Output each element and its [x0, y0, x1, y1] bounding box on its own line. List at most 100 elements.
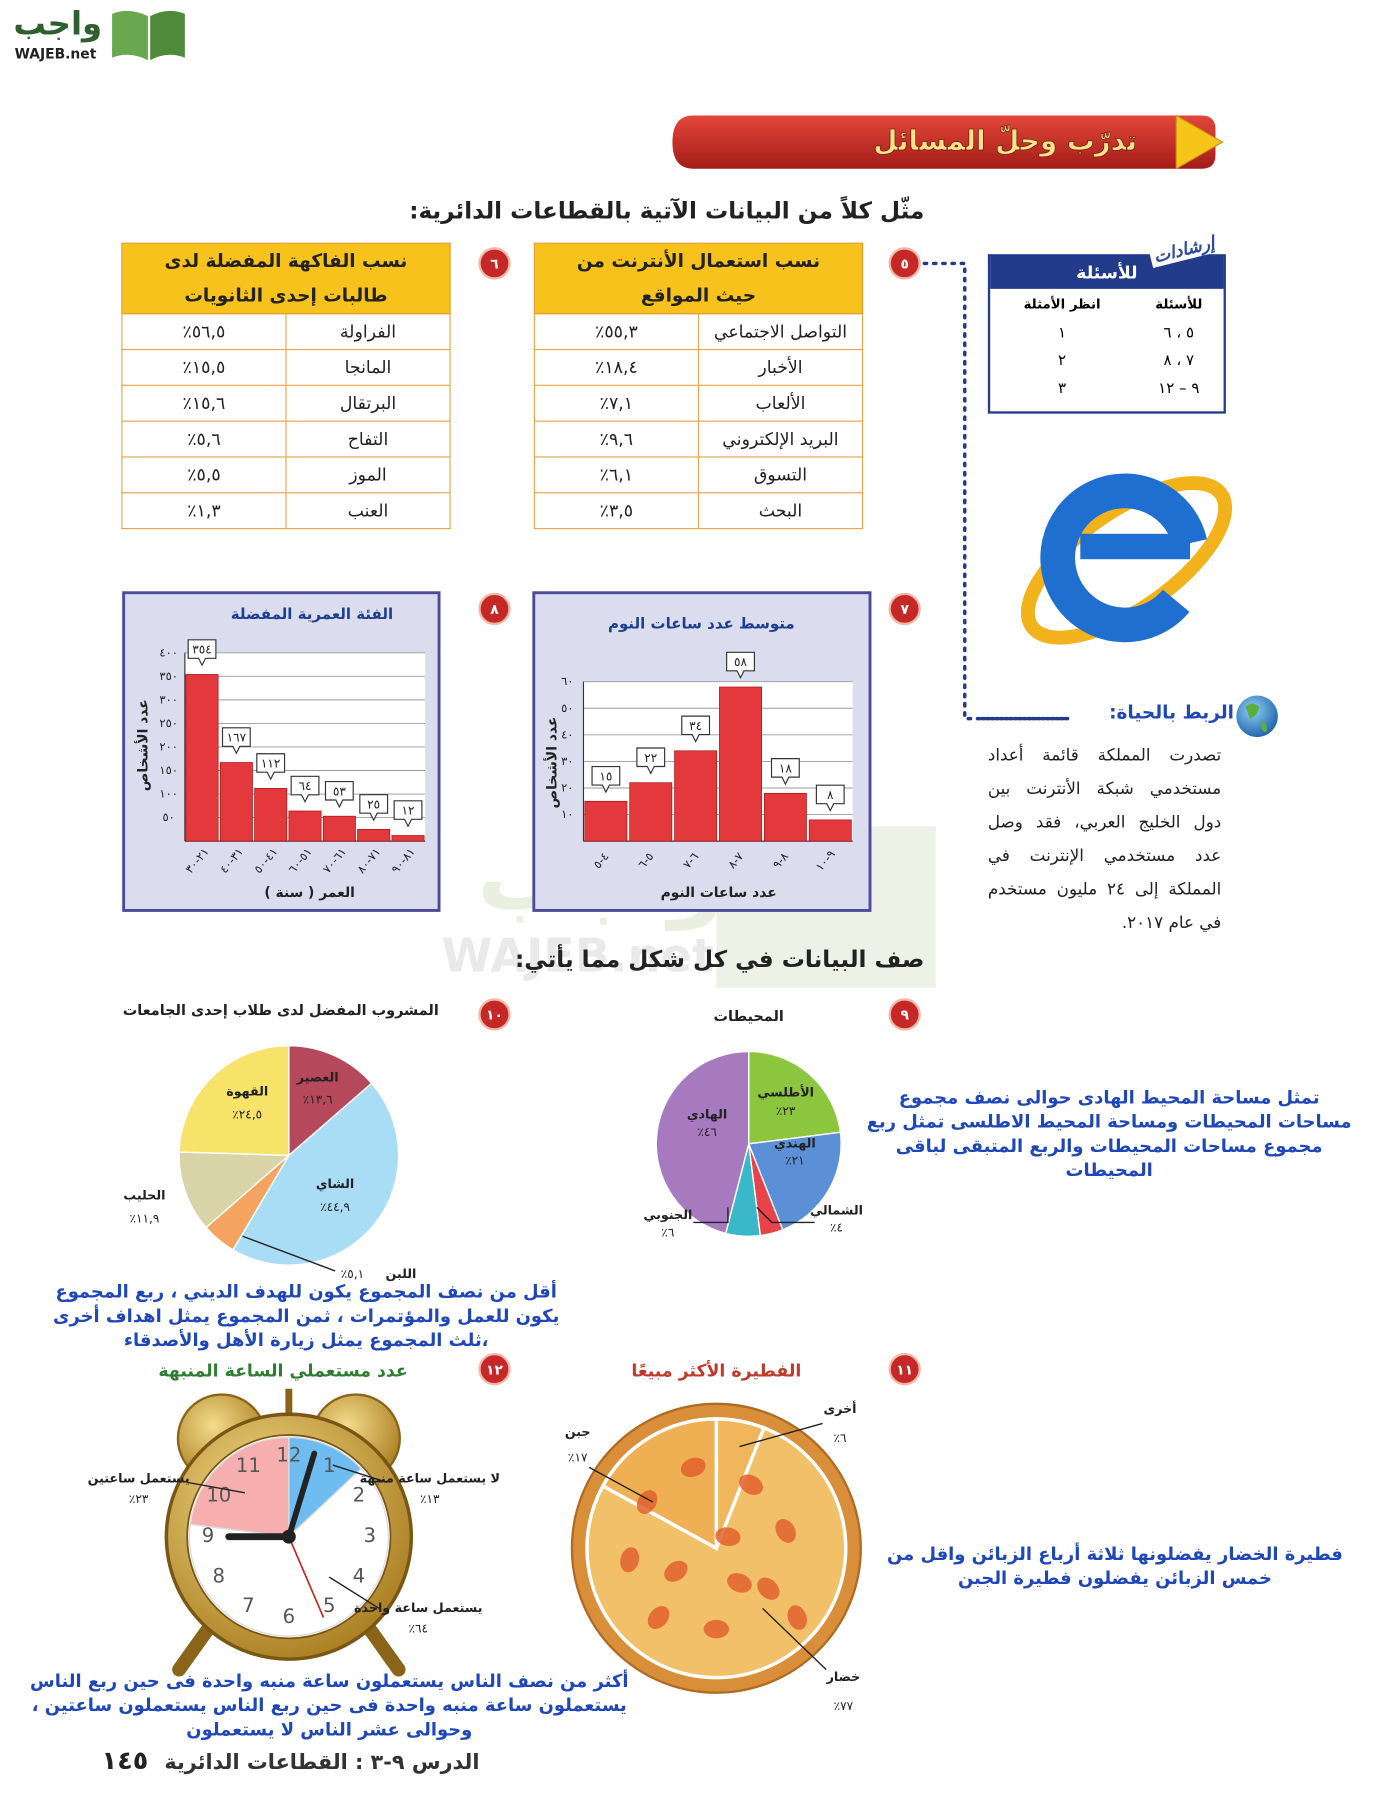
- hints-column: انظر الأمثلة: [1023, 295, 1101, 312]
- slice-name: يستعمل ساعتين: [88, 1470, 190, 1485]
- y-tick-label: ١٠: [561, 807, 573, 821]
- table-row: المانجا ١٥,٥٪: [121, 348, 451, 386]
- value-label: ٥٨: [734, 655, 748, 669]
- hints-cell: ٧ ، ٨: [1163, 351, 1195, 370]
- hints-box: للأسئلة للأسئلة انظر الأمثلة ٥ ، ٦ ١ ٧ ، ٨ ٢ ٩ …: [987, 254, 1226, 414]
- table-cell: الفراولة: [285, 313, 451, 351]
- pie-slice: [232, 1082, 400, 1266]
- question-number: ٧: [900, 602, 909, 618]
- pie-slice: [747, 1131, 842, 1231]
- clock-numeral: 2: [353, 1484, 365, 1507]
- table-cell: ٦,١٪: [533, 456, 700, 494]
- number-badge: [888, 998, 921, 1031]
- table-cell: التسوق: [697, 456, 864, 494]
- pie-slice: [189, 1436, 290, 1538]
- question-number: ١٢: [486, 1362, 503, 1378]
- y-tick-label: ٤٠٠: [159, 645, 178, 659]
- leader-line: [187, 1481, 246, 1494]
- question-number: ٩: [900, 1008, 909, 1024]
- slice-value: ١٣٪: [420, 1492, 440, 1506]
- table-cell: ٥٦,٥٪: [121, 313, 287, 351]
- question-number: ٥: [900, 257, 908, 273]
- logo-icon: [112, 10, 185, 61]
- callout-box: [324, 780, 354, 809]
- clock-leg: [172, 1622, 406, 1677]
- bar: [254, 788, 288, 842]
- value-label: ٣٤: [689, 719, 702, 733]
- pepperoni: [620, 1547, 640, 1573]
- y-tick-label: ٣٥٠: [159, 669, 178, 683]
- life-link-title: الربط بالحياة:: [1109, 701, 1234, 724]
- clock-numeral: 8: [213, 1565, 226, 1588]
- table-cell: الأخبار: [697, 348, 864, 386]
- pie-slice: [600, 1417, 719, 1552]
- section-banner: [672, 114, 1224, 170]
- number-badge: [888, 1352, 921, 1386]
- clock-numeral: 5: [323, 1594, 336, 1617]
- callout-box: [815, 784, 845, 812]
- pie-slice: [178, 1044, 290, 1157]
- chart-title: المحيطات: [714, 1009, 784, 1025]
- slice-name: اللبن: [385, 1266, 416, 1281]
- leader-line: [739, 1422, 823, 1448]
- value-label: ٦٤: [299, 779, 312, 793]
- globe-icon: [1236, 695, 1278, 738]
- table-cell: ٧,١٪: [533, 384, 700, 422]
- bar: [584, 800, 628, 842]
- y-tick-label: ٢٠: [561, 780, 573, 794]
- value-label: ١٦٧: [227, 731, 247, 745]
- table-cell: ٩,٦٪: [533, 420, 700, 458]
- value-label: ٨: [827, 788, 834, 802]
- y-tick-label: ٥٠: [561, 701, 573, 715]
- y-tick-label: ٥٠: [162, 810, 174, 824]
- answer-text: فطيرة الخضار يفضلونها ثلاثة أرباع الزبائ…: [887, 1543, 1343, 1589]
- slice-name: القهوة: [226, 1083, 268, 1098]
- bar: [391, 835, 425, 842]
- callout-box: [359, 794, 389, 822]
- slice-name: الشمالي: [810, 1202, 863, 1217]
- table-cell: ٥,٥٪: [121, 456, 287, 494]
- clock-numeral: 6: [283, 1605, 296, 1628]
- slice-name: جبن: [565, 1424, 591, 1439]
- pepperoni: [715, 1527, 741, 1547]
- chart-title: الفطيرة الأكثر مبيعًا: [631, 1359, 801, 1381]
- logo-text: واجب: [13, 4, 102, 42]
- callout-box: [591, 766, 621, 794]
- table-header-row: نسب استعمال الأنترنت من حيث المواقع: [533, 242, 864, 315]
- callout-box: [726, 651, 755, 680]
- hints-cell: ١: [1058, 324, 1067, 342]
- hints-title: للأسئلة: [990, 256, 1224, 289]
- hints-cell: ٢: [1058, 351, 1067, 370]
- data-table: نسب استعمال الأنترنت من حيث المواقع التوا…: [533, 242, 864, 530]
- bar: [808, 819, 852, 842]
- y-tick-label: ١٥٠: [159, 763, 178, 777]
- number-badge: [478, 1352, 511, 1386]
- hints-row: ٧ ، ٨ ٢: [990, 347, 1223, 375]
- slice-name: الهادي: [687, 1106, 727, 1121]
- table-header-row: نسب الفاكهة المفضلة لدى طالبات إحدى الثا…: [121, 242, 451, 315]
- x-axis-label: العمر ( سنة ): [264, 885, 355, 901]
- slice-name: الشاي: [316, 1176, 354, 1191]
- slice-value: ٥,١٪: [341, 1267, 364, 1281]
- dotted-connector: [922, 261, 1071, 721]
- slice-value: ٢١٪: [785, 1154, 805, 1168]
- slice-name: الهندي: [774, 1135, 816, 1150]
- pie-slice: [288, 1044, 373, 1157]
- value-label: ١٢: [402, 804, 415, 818]
- slice-name: الجنوبي: [643, 1207, 692, 1222]
- pepperoni: [739, 1474, 763, 1495]
- slice-value: ٤٪: [830, 1221, 843, 1235]
- bar: [674, 750, 718, 842]
- callout-box: [290, 775, 320, 804]
- slice-value: ٢٣٪: [129, 1492, 149, 1506]
- table-row: التفاح ٥,٦٪: [121, 420, 451, 458]
- table-cell: ١,٣٪: [121, 492, 287, 530]
- table-row: الأخبار ١٨,٤٪: [533, 348, 864, 386]
- table-title: نسب الفاكهة المفضلة لدى طالبات إحدى الثا…: [121, 242, 451, 315]
- leader-line: [242, 1235, 336, 1272]
- value-label: ٢٥: [367, 798, 380, 812]
- table-cell: ١٥,٥٪: [121, 348, 287, 386]
- callout-box: [681, 715, 711, 743]
- question-number: ١٠: [486, 1008, 503, 1024]
- y-axis-label: عدد الأشخاص: [134, 699, 151, 791]
